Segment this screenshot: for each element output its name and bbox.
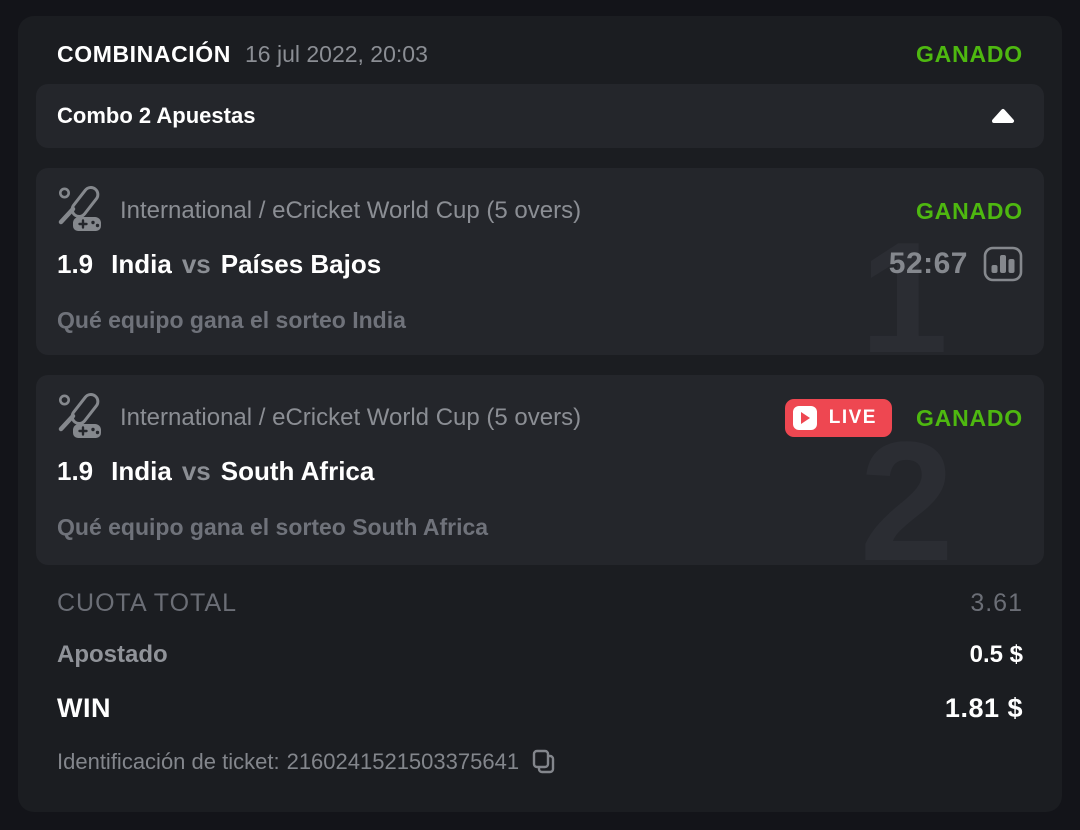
bet-index-watermark: 1 — [860, 210, 948, 355]
league-label: International / eCricket World Cup (5 ov… — [120, 197, 582, 224]
win-row: WIN 1.81 $ — [57, 691, 1023, 725]
score-value: 52:67 — [888, 247, 968, 280]
ticket-header: COMBINACIÓN 16 jul 2022, 20:03 GANADO — [36, 32, 1044, 76]
team-home: India — [111, 455, 172, 486]
bet-card: 1 International / eCricket World Cup (5 … — [36, 168, 1044, 355]
team-away: Países Bajos — [220, 248, 382, 279]
market-label: Qué equipo gana el sorteo South Africa — [57, 513, 489, 540]
bet-status-badge: GANADO — [915, 197, 1023, 224]
combo-label: Combo 2 Apuestas — [57, 103, 256, 128]
ticket-id-label: Identificación de ticket: — [57, 749, 280, 774]
live-badge: LIVE — [784, 399, 892, 437]
odds-value: 1.9 — [57, 455, 94, 486]
ticket-id-value: 2160241521503375641 — [286, 749, 520, 774]
bet-status-badge: GANADO — [915, 404, 1023, 431]
stake-value: 0.5 $ — [969, 641, 1023, 668]
ticket-datetime: 16 jul 2022, 20:03 — [244, 40, 428, 67]
ecricket-icon — [57, 391, 107, 446]
total-odds-value: 3.61 — [970, 588, 1023, 617]
ecricket-icon — [57, 184, 107, 239]
stake-row: Apostado 0.5 $ — [57, 639, 1023, 671]
team-home: India — [111, 248, 172, 279]
bet-index-watermark: 2 — [859, 407, 954, 565]
win-label: WIN — [57, 692, 111, 723]
market-label: Qué equipo gana el sorteo India — [57, 306, 406, 333]
bet-card: 2 International / eCricket World Cup (5 … — [36, 375, 1044, 565]
ticket-status-badge: GANADO — [915, 40, 1023, 67]
stake-label: Apostado — [57, 641, 168, 668]
bet-ticket: COMBINACIÓN 16 jul 2022, 20:03 GANADO Co… — [18, 16, 1062, 812]
total-odds-label: CUOTA TOTAL — [57, 588, 238, 617]
ticket-id-row: Identificación de ticket: 21602415215033… — [57, 747, 1023, 777]
combo-toggle[interactable]: Combo 2 Apuestas — [36, 84, 1044, 148]
ticket-summary: CUOTA TOTAL 3.61 Apostado 0.5 $ WIN 1.81… — [36, 587, 1044, 777]
league-label: International / eCricket World Cup (5 ov… — [120, 404, 582, 431]
chevron-up-icon — [990, 108, 1016, 124]
bet-type-label: COMBINACIÓN — [57, 40, 231, 67]
play-icon — [792, 406, 817, 430]
live-label: LIVE — [828, 407, 877, 428]
total-odds-row: CUOTA TOTAL 3.61 — [57, 587, 1023, 619]
win-value: 1.81 $ — [944, 692, 1023, 723]
team-away: South Africa — [220, 455, 375, 486]
bar-chart-icon[interactable] — [983, 246, 1023, 282]
vs-label: vs — [181, 248, 211, 279]
copy-icon[interactable] — [531, 748, 557, 776]
odds-value: 1.9 — [57, 248, 94, 279]
vs-label: vs — [181, 455, 211, 486]
